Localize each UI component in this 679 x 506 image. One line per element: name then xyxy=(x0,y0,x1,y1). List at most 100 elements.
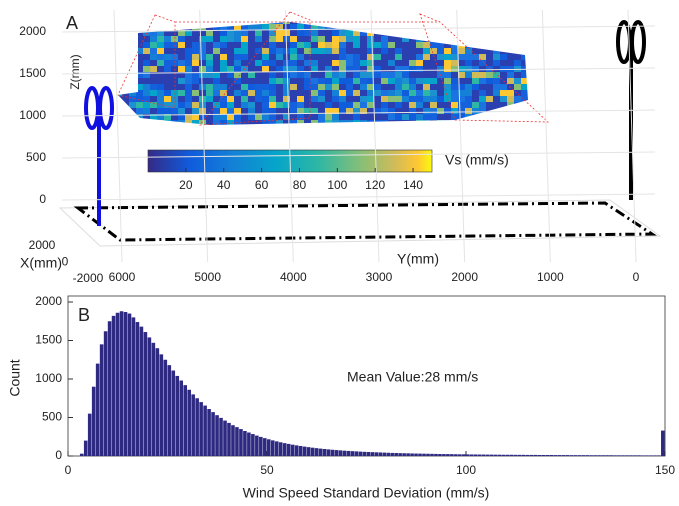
surface-cell xyxy=(318,102,325,108)
histogram-bar xyxy=(251,434,255,456)
histogram-bar xyxy=(199,402,203,456)
surface-cell xyxy=(118,102,122,108)
surface-cell xyxy=(416,60,423,66)
surface-cell xyxy=(269,54,276,60)
surface-cell xyxy=(360,22,367,24)
surface-cell xyxy=(143,48,150,54)
histogram-bar xyxy=(99,344,104,456)
histogram-bar xyxy=(581,455,585,456)
histogram-bar xyxy=(278,442,283,456)
surface-cell xyxy=(269,30,276,36)
surface-cell xyxy=(451,60,458,66)
histogram-bar xyxy=(410,453,414,456)
surface-cell xyxy=(157,78,164,84)
surface-cell xyxy=(416,108,423,114)
surface-cell xyxy=(129,66,136,72)
surface-cell xyxy=(521,84,528,90)
surface-cell xyxy=(276,42,283,48)
histogram-bar xyxy=(203,405,207,456)
surface-cell xyxy=(220,72,227,78)
surface-cell xyxy=(311,36,318,42)
surface-cell xyxy=(304,66,311,72)
surface-cell xyxy=(367,42,374,48)
histogram-bar xyxy=(462,454,466,456)
surface-cell xyxy=(234,24,241,30)
surface-cell xyxy=(423,24,430,30)
surface-cell xyxy=(437,84,444,90)
surface-cell xyxy=(339,102,346,108)
histogram-bar xyxy=(485,454,490,456)
surface-cell xyxy=(402,54,409,60)
surface-cell xyxy=(227,24,234,30)
histogram-bar xyxy=(87,413,92,456)
surface-cell xyxy=(493,78,500,84)
surface-cell xyxy=(276,102,283,108)
colorbar-tick-label: 140 xyxy=(403,178,423,192)
surface-cell xyxy=(325,96,332,102)
surface-cell xyxy=(388,66,395,72)
surface-cell xyxy=(332,22,339,24)
surface-cell xyxy=(402,108,409,114)
surface-cell xyxy=(185,126,192,132)
surface-cell xyxy=(353,66,360,72)
surface-cell xyxy=(318,78,325,84)
surface-cell xyxy=(507,78,514,84)
histogram-bar xyxy=(557,455,562,456)
surface-cell xyxy=(150,114,157,120)
surface-cell xyxy=(192,60,199,66)
surface-cell xyxy=(507,102,514,108)
surface-cell xyxy=(430,48,437,54)
surface-cell xyxy=(220,36,227,42)
histogram-bar xyxy=(215,415,219,456)
surface-cell xyxy=(346,22,353,24)
surface-cell xyxy=(451,120,458,125)
surface-cell xyxy=(528,126,535,132)
surface-cell xyxy=(255,126,262,132)
histogram-bar xyxy=(477,454,482,456)
histogram-bar xyxy=(259,436,263,456)
surface-cell xyxy=(332,66,339,72)
surface-cell xyxy=(395,54,402,60)
histogram-bar xyxy=(103,331,108,456)
histogram-bar xyxy=(115,312,120,456)
surface-cell xyxy=(220,66,227,72)
surface-cell xyxy=(150,36,157,42)
surface-cell xyxy=(206,78,213,84)
surface-cell xyxy=(353,36,360,42)
surface-cell xyxy=(150,60,157,66)
surface-cell xyxy=(514,114,521,120)
surface-cell xyxy=(199,60,206,66)
surface-cell xyxy=(318,90,325,96)
surface-cell xyxy=(164,48,171,54)
surface-cell xyxy=(262,36,269,42)
surface-cell xyxy=(444,102,451,108)
surface-cell xyxy=(528,36,535,42)
histogram-bar xyxy=(183,385,187,456)
histogram-bar xyxy=(139,326,144,456)
grid-line xyxy=(199,9,209,263)
surface-cell xyxy=(143,96,150,102)
surface-cell xyxy=(332,78,339,84)
surface-cell xyxy=(311,22,318,24)
surface-cell xyxy=(276,66,283,72)
z-tick-label: 0 xyxy=(39,192,46,206)
surface-cell xyxy=(220,102,227,108)
surface-cell xyxy=(122,54,129,60)
surface-cell xyxy=(332,54,339,60)
histogram-bar xyxy=(390,452,394,456)
surface-cell xyxy=(248,30,255,36)
surface-cell xyxy=(157,54,164,60)
surface-cell xyxy=(437,78,444,84)
surface-cell xyxy=(339,78,346,84)
surface-cell xyxy=(304,60,311,66)
surface-cell xyxy=(262,84,269,90)
surface-cell xyxy=(388,42,395,48)
surface-cell xyxy=(262,22,269,24)
surface-cell xyxy=(486,60,493,66)
surface-cell xyxy=(122,48,129,54)
surface-cell xyxy=(157,120,164,125)
surface-cell xyxy=(192,24,199,30)
histogram-bar xyxy=(649,455,653,456)
surface-cell xyxy=(493,114,500,120)
surface-cell xyxy=(339,120,346,125)
